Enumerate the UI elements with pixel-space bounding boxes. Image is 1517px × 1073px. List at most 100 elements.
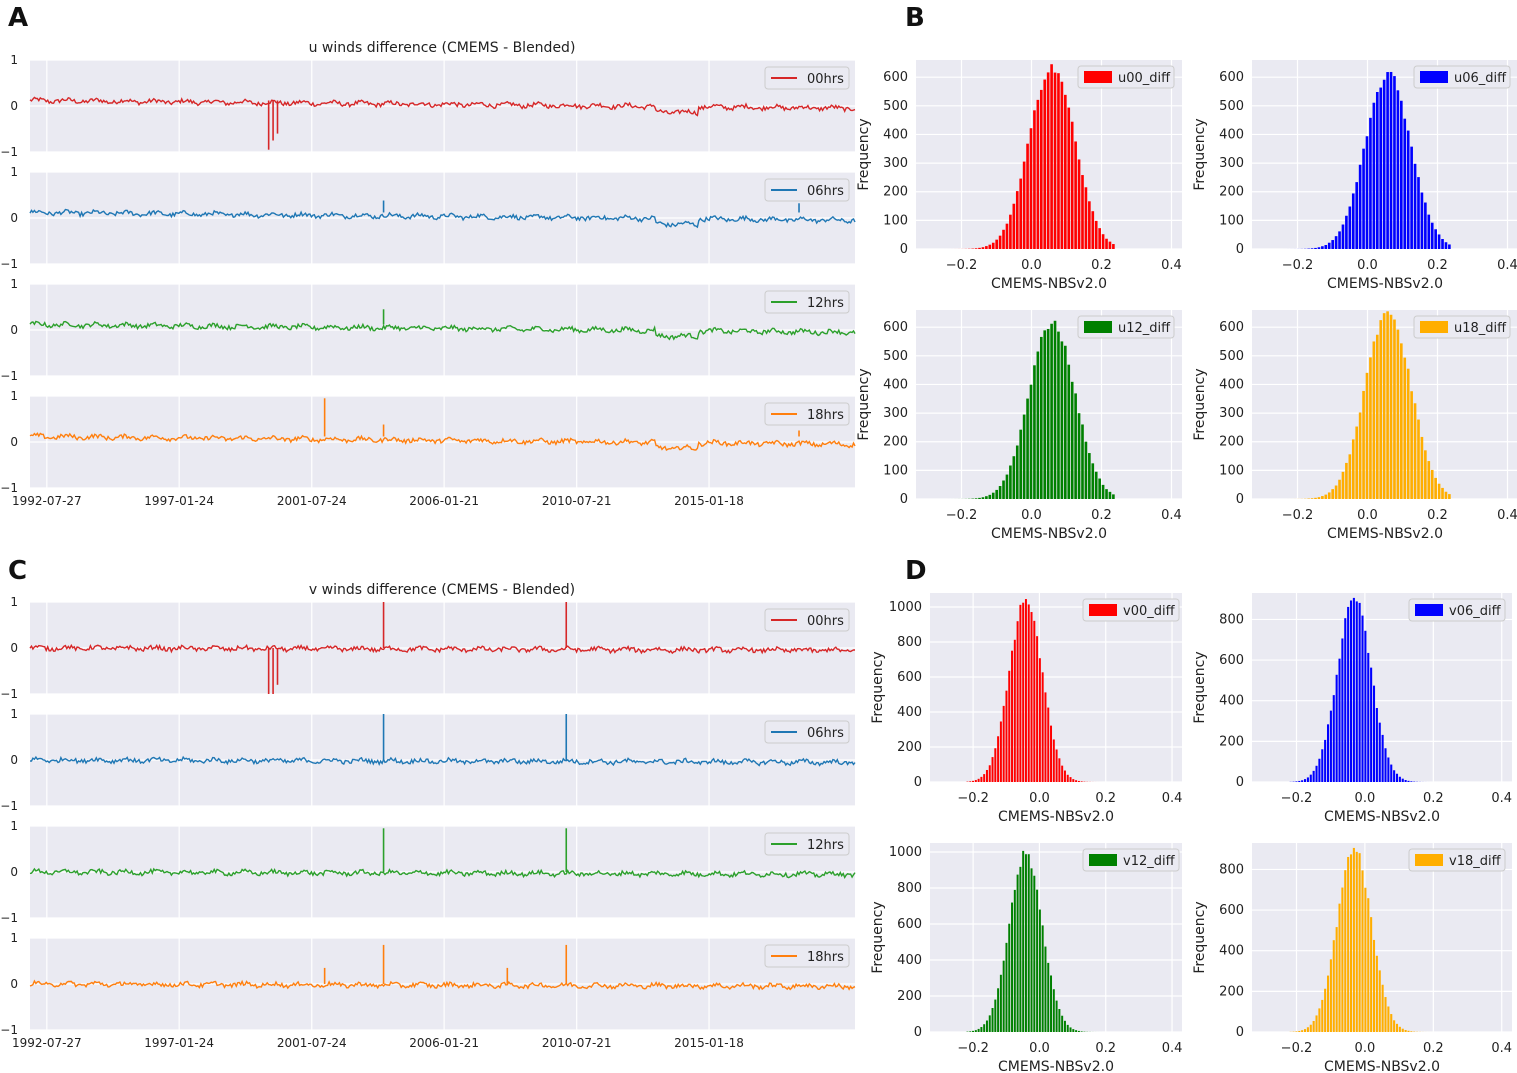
legend-box: [764, 178, 850, 202]
histogram-bar: [1064, 345, 1067, 499]
histogram-bar: [1332, 940, 1335, 1032]
histogram-bar: [1372, 939, 1376, 1032]
y-tick-label: 0: [10, 99, 18, 113]
histogram-bar: [1052, 989, 1055, 1032]
histogram-bar: [1298, 1030, 1301, 1032]
histogram-bar: [1329, 710, 1332, 782]
histogram-bar: [1413, 163, 1417, 249]
x-tick-label: 2001-07-24: [277, 1036, 347, 1050]
histogram-bar: [1012, 456, 1016, 499]
histogram-bar: [1424, 450, 1427, 499]
histogram-bar: [1375, 334, 1379, 499]
legend-swatch: [1415, 854, 1443, 866]
histogram-bar: [1341, 887, 1344, 1032]
histogram-bar: [1351, 193, 1355, 249]
panel-label-d: D: [905, 556, 927, 586]
histogram-bar: [1043, 79, 1047, 250]
y-tick-label: 1: [10, 389, 18, 403]
legend-label: u12_diff: [1118, 321, 1171, 336]
legend-label: 00hrs: [807, 72, 844, 87]
histogram-bar: [1410, 391, 1413, 499]
y-tick-label: 0: [10, 977, 18, 991]
histogram-bar: [1389, 71, 1393, 250]
legend-label: 06hrs: [807, 184, 844, 199]
histogram-bar: [1039, 89, 1043, 250]
x-tick-label: 0.2: [1427, 508, 1448, 523]
x-axis-label: CMEMS-NBSv2.0: [1327, 526, 1443, 542]
legend-box: [764, 608, 850, 632]
histogram-bar: [1094, 471, 1098, 499]
histogram-bar: [988, 765, 991, 782]
histogram-bar: [1387, 1006, 1390, 1032]
y-tick-label: 800: [1219, 612, 1244, 627]
histogram-bar: [1410, 1031, 1413, 1032]
y-tick-label: 100: [883, 213, 908, 228]
x-tick-label: 0.4: [1491, 1041, 1512, 1056]
histogram-bar: [1338, 903, 1341, 1032]
histogram-bar: [1324, 494, 1328, 499]
chart-title-v-winds: v winds difference (CMEMS - Blended): [309, 582, 575, 598]
histogram-bar: [1039, 336, 1043, 499]
histogram-bar: [1080, 1031, 1083, 1032]
y-tick-label: 1: [10, 277, 18, 291]
line-subplot-12hrs: 1 0 −1 12hrs: [0, 277, 856, 383]
histogram-bar: [1077, 1030, 1080, 1032]
histogram-bar: [1057, 73, 1060, 249]
legend-label: v06_diff: [1449, 604, 1502, 619]
histogram-bar: [1335, 927, 1338, 1032]
histogram-bar: [1430, 222, 1434, 249]
histogram-bar: [1306, 1027, 1309, 1032]
histogram-bar: [1386, 72, 1389, 249]
histogram-bar: [1295, 1031, 1298, 1032]
x-tick-label: 2006-01-21: [409, 494, 479, 508]
histogram-bar: [1036, 99, 1040, 249]
histogram-bar: [974, 1030, 977, 1032]
histogram-bar: [1420, 192, 1424, 249]
histogram-bar: [1344, 870, 1347, 1032]
x-tick-label: 0.0: [1021, 258, 1042, 273]
x-axis-label: CMEMS-NBSv2.0: [991, 526, 1107, 542]
histogram-bar: [1437, 234, 1441, 249]
histogram-bar: [1069, 777, 1072, 782]
histogram-bar: [1009, 465, 1012, 499]
y-axis-label: Frequency: [1192, 368, 1208, 440]
histogram-bar: [1050, 64, 1053, 249]
histogram-bar: [1393, 319, 1396, 499]
y-axis-label: Frequency: [1192, 901, 1208, 973]
y-tick-label: 1: [10, 819, 18, 833]
histogram-bar: [1389, 314, 1393, 499]
histogram-bar: [991, 492, 995, 499]
histogram-bar: [1033, 620, 1036, 782]
histogram-bar: [1375, 92, 1379, 250]
legend-label: u00_diff: [1118, 71, 1171, 86]
histogram-bar: [1372, 341, 1376, 499]
y-tick-label: 200: [1219, 984, 1244, 999]
histogram-bar: [1331, 240, 1334, 249]
histogram-bar: [1098, 228, 1101, 249]
x-tick-label: 0.2: [1423, 1041, 1444, 1056]
legend-box: [764, 944, 850, 968]
histogram-bar: [1019, 178, 1023, 249]
y-tick-label: 600: [1219, 70, 1244, 85]
histogram-bar: [1080, 781, 1083, 782]
legend-swatch: [1084, 321, 1112, 333]
histogram-bar: [985, 496, 988, 499]
legend-label: v12_diff: [1123, 854, 1176, 869]
histogram-bar: [1365, 136, 1369, 249]
histogram-bar: [969, 1031, 972, 1032]
histogram-bar: [1310, 248, 1314, 249]
histogram-bar: [1396, 329, 1400, 499]
histogram-bar: [1364, 887, 1367, 1032]
histogram-bar: [999, 974, 1002, 1032]
legend-label: u06_diff: [1454, 71, 1507, 86]
histogram-bar: [1375, 955, 1378, 1032]
x-tick-label: 2006-01-21: [409, 1036, 479, 1050]
histogram-v18_diff: −0.2 0.0 0.2 0.4 0 200 400 600 800 v18_diff CMEMS-…: [1192, 843, 1512, 1073]
histogram-bar: [974, 248, 978, 249]
y-tick-label: 600: [883, 320, 908, 335]
y-tick-label: 500: [1219, 349, 1244, 364]
plot-area: 1 0 −1 00hrs 1 0 −1 06hrs 1 0 −1 12hrs 1 0 −1 18hrs 1992…: [0, 53, 1517, 1073]
histogram-bar: [1088, 453, 1091, 499]
histogram-bar: [1370, 917, 1373, 1032]
histogram-bar: [1304, 1029, 1307, 1032]
